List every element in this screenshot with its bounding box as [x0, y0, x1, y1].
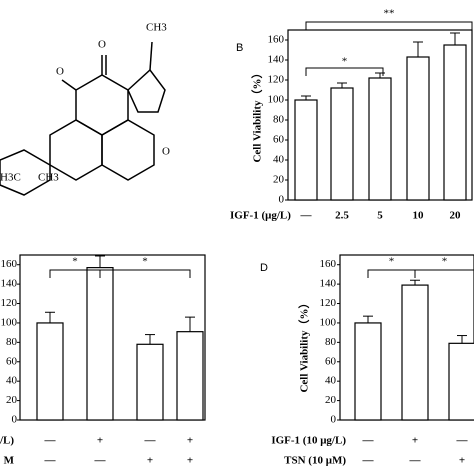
y-tick-label: 100	[1, 316, 18, 328]
bar	[294, 99, 318, 201]
bar	[136, 343, 164, 421]
treatment-level: —	[362, 435, 375, 447]
significance-bracket	[414, 269, 474, 278]
y-tick-label: 140	[1, 278, 18, 290]
y-tick-label: 0	[279, 194, 285, 206]
y-tick-label: 80	[6, 336, 18, 348]
treatment-level: +	[187, 455, 193, 467]
y-tick-label: 20	[6, 394, 18, 406]
y-tick-label: 140	[268, 54, 285, 66]
y-axis-title: Cell Viability（%）	[298, 297, 311, 392]
treatment-level: —	[44, 455, 57, 467]
x-axis-title: IGF-1 (μg/L)	[230, 210, 291, 222]
y-tick-label: 160	[268, 34, 285, 46]
bar	[401, 284, 429, 421]
significance-label: *	[142, 256, 148, 268]
treatment-level: +	[97, 435, 103, 447]
bar	[36, 322, 64, 421]
treatment-label: g/L)	[0, 435, 14, 447]
y-tick-label: 40	[6, 375, 18, 387]
y-tick-label: 120	[1, 297, 18, 309]
y-tick-label: 80	[273, 114, 285, 126]
treatment-level: +	[147, 455, 153, 467]
x-tick-label: 5	[377, 210, 383, 222]
y-tick-label: 0	[331, 414, 337, 426]
bar	[86, 267, 114, 421]
treatment-level: —	[362, 455, 375, 467]
x-tick-label: 20	[450, 210, 462, 222]
atom-label: CH3	[146, 22, 167, 34]
treatment-level: —	[409, 455, 422, 467]
bar	[368, 77, 392, 201]
treatment-level: +	[412, 435, 418, 447]
y-tick-label: 60	[6, 355, 18, 367]
atom-label: H3C	[0, 172, 21, 184]
treatment-label: M	[4, 455, 15, 467]
treatment-level: +	[459, 455, 465, 467]
significance-label: *	[442, 256, 448, 268]
treatment-level: —	[44, 435, 57, 447]
bar	[354, 322, 382, 421]
structure	[0, 41, 166, 196]
y-tick-label: 120	[320, 297, 337, 309]
panel-label: D	[260, 262, 268, 274]
significance-label: *	[72, 256, 78, 268]
y-tick-label: 120	[268, 74, 285, 86]
y-tick-label: 60	[273, 134, 285, 146]
y-axis-title: Cell Viability（%）	[251, 67, 264, 162]
atom-label: O	[56, 66, 64, 78]
y-tick-label: 140	[320, 278, 337, 290]
bar	[176, 331, 204, 421]
significance-label: **	[384, 8, 395, 20]
significance-bracket	[367, 269, 416, 278]
atom-label: O	[98, 39, 106, 51]
bar	[448, 342, 474, 421]
atom-label: CH3	[38, 172, 59, 184]
bar	[330, 87, 354, 201]
significance-label: *	[389, 256, 395, 268]
x-tick-label: 10	[413, 210, 425, 222]
y-tick-label: 0	[12, 414, 18, 426]
significance-bracket	[305, 67, 384, 76]
treatment-label: IGF-1 (10 μg/L)	[271, 435, 346, 447]
y-tick-label: 100	[320, 316, 337, 328]
treatment-label: TSN (10 μM)	[284, 455, 346, 467]
y-tick-label: 60	[325, 355, 337, 367]
significance-bracket	[305, 21, 473, 30]
significance-bracket	[99, 269, 191, 278]
bar	[443, 44, 467, 201]
y-tick-label: 160	[1, 258, 18, 270]
x-tick-label: —	[300, 210, 313, 222]
x-tick-label: 2.5	[335, 210, 349, 222]
y-tick-label: 20	[273, 174, 285, 186]
treatment-level: —	[94, 455, 107, 467]
y-tick-label: 160	[320, 258, 337, 270]
treatment-level: —	[144, 435, 157, 447]
bar	[406, 56, 430, 201]
significance-label: *	[342, 56, 348, 68]
y-tick-label: 40	[325, 375, 337, 387]
y-tick-label: 40	[273, 154, 285, 166]
atom-label: O	[162, 146, 170, 158]
panel-label: B	[236, 42, 243, 54]
treatment-level: —	[456, 435, 469, 447]
treatment-level: +	[187, 435, 193, 447]
y-tick-label: 20	[325, 394, 337, 406]
y-tick-label: 80	[325, 336, 337, 348]
y-tick-label: 100	[268, 94, 285, 106]
